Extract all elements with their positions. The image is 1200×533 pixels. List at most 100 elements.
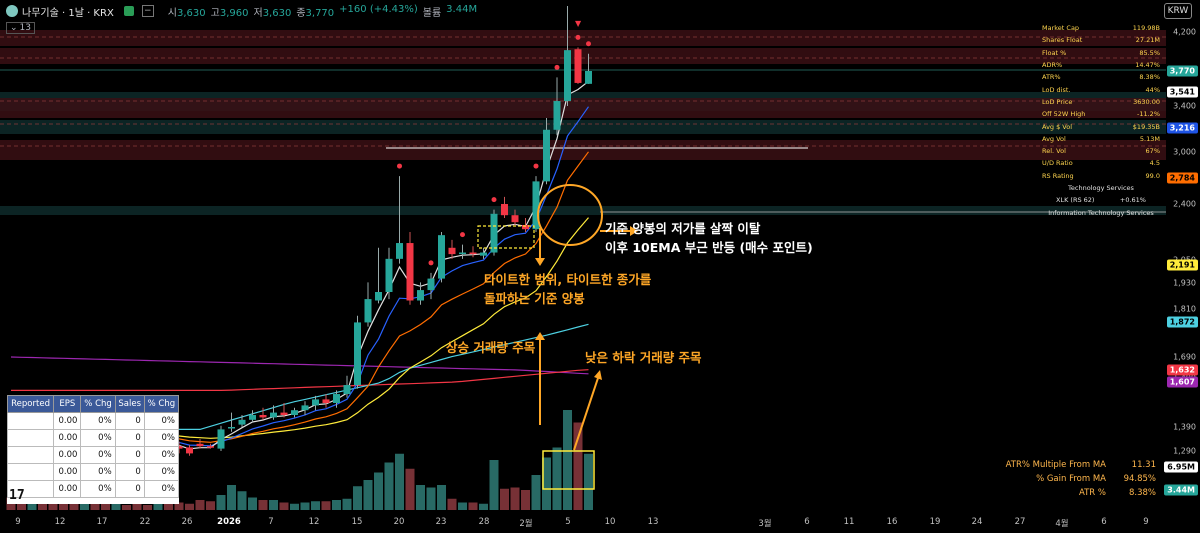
stat-label: ADR% <box>1042 61 1063 70</box>
candle-body <box>196 443 204 447</box>
stat-row: RS Rating 99.0 <box>1042 170 1160 182</box>
volume-bar <box>132 503 142 510</box>
symbol-header: 나무기술 · 1날 · KRX − 시3,630 고3,960 저3,630 종… <box>0 0 1200 22</box>
low-value: 3,630 <box>262 7 292 19</box>
price-badge: 1,632 <box>1166 364 1198 376</box>
volume-bar <box>111 502 121 510</box>
ma200-line <box>11 369 589 391</box>
price-tick-label: 1,810 <box>1173 304 1196 314</box>
volume-bar <box>143 505 152 510</box>
breakout-annotation-line1: 기준 양봉의 저가를 살짝 이탈 <box>605 221 761 236</box>
candle-body <box>238 419 246 425</box>
price-zone <box>0 30 1166 46</box>
earnings-header-row: Reported EPS% Chg Sales% Chg <box>6 395 180 413</box>
signal-dot <box>533 163 539 169</box>
volume-bar <box>563 410 572 510</box>
sector-row: Technology Services <box>1042 182 1160 194</box>
earnings-cell: 0% <box>143 463 180 481</box>
volume-bar <box>164 503 173 510</box>
low-label: 저 <box>253 7 263 19</box>
stat-row: Rel. Vol 67% <box>1042 145 1160 157</box>
volume-bar <box>279 502 289 510</box>
symbol-info[interactable]: 나무기술 · 1날 · KRX <box>6 4 134 19</box>
volume-bar <box>101 503 110 510</box>
time-axis[interactable]: 9 12 17 22 26 2026 7 12 15 20 23 28 2월 5 10 13 3월 6 11 16 19… <box>0 512 1166 533</box>
volume-bar <box>290 503 299 510</box>
signal-dot <box>575 34 581 40</box>
collapse-button[interactable]: − <box>141 5 154 17</box>
volume-up-annotation: 상승 거래량 주목 <box>446 340 536 355</box>
earnings-cell: 0.00 <box>53 480 82 498</box>
stat-value: -11.2% <box>1137 110 1160 119</box>
tight-range-annotation-line2: 돌파하는 기준 양봉 <box>484 291 585 306</box>
candle-body <box>480 252 487 256</box>
momentum-label: ATR% Multiple From MA <box>1005 460 1106 470</box>
candle-body <box>553 101 561 130</box>
volume-bar <box>80 503 89 510</box>
volume-bar <box>342 498 352 510</box>
volume-bar <box>48 503 58 510</box>
time-tick-label: 17 <box>96 517 108 527</box>
price-tick-label: 2,400 <box>1173 199 1196 209</box>
earnings-cell: 0.00 <box>53 463 82 481</box>
time-tick-label: 2026 <box>217 517 241 527</box>
volume-value: 3.44M <box>446 3 478 15</box>
earnings-cell: 0% <box>143 429 180 447</box>
volume-bar <box>384 462 394 510</box>
volume-label: 볼륨 <box>422 7 442 19</box>
earnings-cell: 0% <box>80 480 116 498</box>
price-tick-label: 1,930 <box>1173 278 1196 288</box>
currency-button[interactable]: KRW <box>1164 3 1192 19</box>
volume-bar <box>153 501 163 510</box>
tradingview-logo[interactable]: 17 <box>9 488 25 503</box>
stat-value: 44% <box>1145 85 1160 94</box>
price-badge: 2,191 <box>1166 259 1198 271</box>
time-tick-label: 6 <box>804 517 810 527</box>
volume-bar <box>248 497 257 510</box>
stat-label: Off 52W High <box>1042 110 1086 119</box>
stat-value: 85.5% <box>1139 48 1160 57</box>
volume-bar <box>479 503 488 510</box>
volume-down-annotation: 낮은 하락 거래량 주목 <box>585 350 702 365</box>
industry-row: Information Technology Services <box>1042 206 1160 218</box>
candle-body <box>490 213 498 253</box>
candle-body <box>186 447 193 454</box>
price-badge: 3,770 <box>1166 65 1198 77</box>
candle-body <box>501 204 508 216</box>
table-row: 0.00 0% 0 0% <box>6 412 180 430</box>
earnings-cell: 0% <box>143 446 180 464</box>
candle-body <box>364 299 372 323</box>
xlk-row: XLK (RS 62) +0.61% <box>1042 194 1160 206</box>
stat-value: 119.98B <box>1132 24 1160 33</box>
momentum-value: 11.31 <box>1131 460 1156 470</box>
earnings-cell <box>6 446 55 464</box>
indicator-toggle[interactable]: ⌄ 13 <box>6 22 35 34</box>
volume-bar <box>395 453 404 510</box>
earnings-cell: 0% <box>80 463 116 481</box>
volume-bar <box>122 505 131 510</box>
volume-bar <box>426 487 436 510</box>
volume-bar <box>174 502 184 510</box>
candle-body <box>385 258 393 292</box>
volume-bar <box>38 501 47 510</box>
earnings-cell: 0% <box>80 412 116 430</box>
price-zone <box>0 120 1166 134</box>
price-scale[interactable]: 4,2003,4003,0002,6002,4002,0501,9301,810… <box>1164 0 1200 510</box>
stat-value: 4.5 <box>1149 159 1160 168</box>
high-label: 고 <box>210 7 220 19</box>
price-zone <box>0 206 1166 215</box>
stat-label: Avg Vol <box>1042 134 1066 143</box>
volume-bar <box>237 491 247 510</box>
candle-body <box>343 385 351 395</box>
stat-label: ATR% <box>1042 73 1061 82</box>
time-tick-label: 9 <box>1143 517 1149 527</box>
time-tick-label: 28 <box>478 517 490 527</box>
stat-label: U/D Ratio <box>1042 159 1073 168</box>
time-tick-label: 20 <box>393 517 405 527</box>
ohlc-values: 시3,630 고3,960 저3,630 종3,770 +160 (+4.43%… <box>168 4 477 19</box>
stat-value: $19.35B <box>1132 122 1160 131</box>
momentum-label: % Gain From MA <box>1036 474 1106 484</box>
price-badge: 1,607 <box>1166 376 1198 388</box>
stat-row: Avg Vol 5.13M <box>1042 133 1160 145</box>
